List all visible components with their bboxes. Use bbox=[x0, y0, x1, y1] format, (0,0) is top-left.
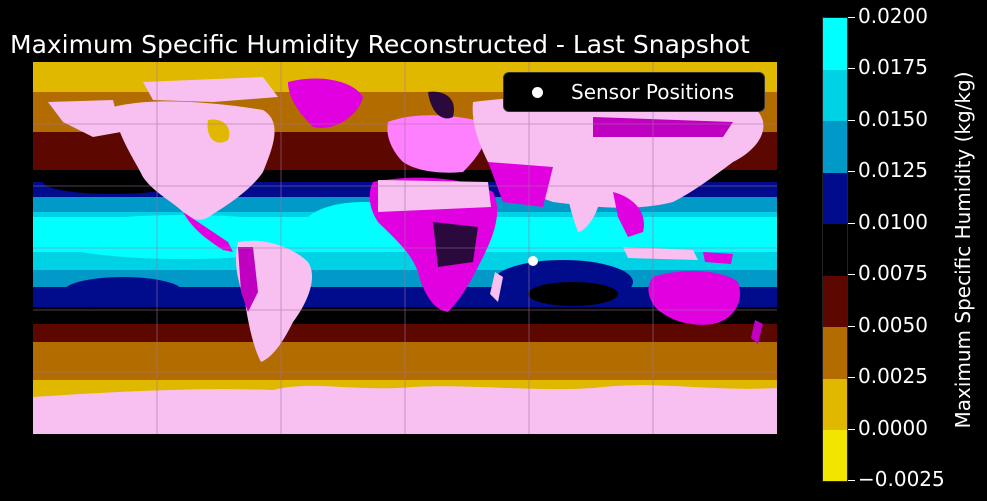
gridlines bbox=[33, 62, 777, 434]
legend-label: Sensor Positions bbox=[571, 80, 735, 104]
colorbar-tick bbox=[848, 68, 855, 70]
colorbar-band bbox=[823, 378, 847, 431]
colorbar-tick-label: 0.0200 bbox=[858, 4, 928, 28]
hudson-bay bbox=[207, 119, 230, 143]
colorbar-tick bbox=[848, 428, 855, 430]
russia-east bbox=[593, 117, 733, 137]
colorbar-tick bbox=[848, 274, 855, 276]
africa-central bbox=[433, 222, 478, 267]
arctic-islands bbox=[143, 77, 278, 102]
north-america bbox=[113, 101, 275, 220]
new-zealand bbox=[751, 320, 763, 344]
scandinavia bbox=[428, 91, 454, 119]
colorbar-band bbox=[823, 120, 847, 173]
colorbar-tick-label: 0.0050 bbox=[858, 312, 928, 337]
colorbar-tick bbox=[848, 171, 855, 173]
patch-indian-black bbox=[528, 282, 618, 306]
colorbar-tick bbox=[848, 222, 855, 224]
colorbar-band bbox=[823, 223, 847, 276]
colorbar-tick bbox=[848, 377, 855, 379]
africa bbox=[369, 177, 498, 312]
colorbar-tick-label: −0.0025 bbox=[858, 467, 945, 491]
colorbar-label: Maximum Specific Humidity (kg/kg) bbox=[951, 71, 975, 429]
colorbar-tick-label: 0.0025 bbox=[858, 364, 928, 389]
colorbar-tick bbox=[848, 325, 855, 327]
middle-east bbox=[488, 162, 553, 207]
colorbar-tick-label: 0.0150 bbox=[858, 106, 928, 131]
world-map bbox=[33, 62, 777, 434]
madagascar bbox=[490, 272, 503, 302]
japan bbox=[688, 154, 703, 184]
colorbar-tick bbox=[848, 17, 855, 18]
australia bbox=[648, 270, 741, 325]
central-america bbox=[183, 212, 233, 252]
south-america-west bbox=[238, 247, 258, 312]
colorbar-tick-label: 0.0075 bbox=[858, 261, 928, 286]
greenland bbox=[288, 78, 363, 128]
india bbox=[567, 177, 599, 232]
patch-pacific-navy bbox=[63, 277, 183, 307]
colorbar-band bbox=[823, 69, 847, 122]
colorbar-band bbox=[823, 429, 847, 482]
colorbar-tick-label: 0.0175 bbox=[858, 55, 928, 80]
chart-title: Maximum Specific Humidity Reconstructed … bbox=[10, 30, 750, 59]
colorbar-band bbox=[823, 172, 847, 225]
sensor-marker bbox=[528, 256, 538, 266]
southeast-asia bbox=[613, 192, 644, 237]
colorbar-band bbox=[823, 326, 847, 379]
colorbar-band bbox=[823, 275, 847, 328]
colorbar-tick bbox=[848, 119, 855, 121]
new-guinea bbox=[703, 252, 733, 264]
africa-north bbox=[378, 180, 491, 212]
colorbar bbox=[822, 17, 848, 482]
map-legend: Sensor Positions bbox=[503, 72, 765, 112]
indonesia bbox=[623, 247, 698, 260]
sensor-legend-marker bbox=[532, 86, 543, 98]
colorbar-tick bbox=[848, 480, 855, 481]
colorbar-tick-label: 0.0125 bbox=[858, 158, 928, 183]
colorbar-tick-label: 0.0100 bbox=[858, 209, 928, 234]
map-canvas bbox=[33, 62, 777, 434]
alaska bbox=[48, 100, 121, 137]
colorbar-tick-label: 0.0000 bbox=[858, 415, 928, 440]
colorbar-band bbox=[823, 18, 847, 70]
europe bbox=[387, 115, 487, 173]
